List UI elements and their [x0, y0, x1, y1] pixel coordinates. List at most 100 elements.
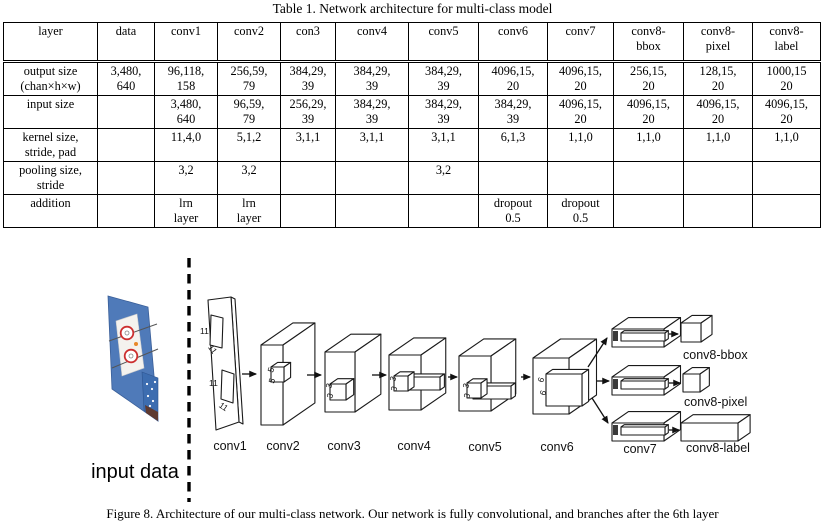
table-cell	[547, 161, 614, 195]
table-cell: 384,29, 39	[335, 61, 409, 96]
table-cell: 96,118, 158	[154, 61, 218, 96]
table-title: Table 1. Network architecture for multi-…	[272, 1, 553, 16]
input-data-image	[107, 295, 159, 422]
table-cell	[97, 194, 155, 228]
table-cell: 11,4,0	[154, 128, 218, 162]
layer-label-conv2: conv2	[266, 439, 299, 453]
row-label: input size	[3, 95, 98, 129]
table-cell: 4096,15, 20	[613, 95, 684, 129]
table-cell: 4096,15, 20	[478, 61, 548, 96]
table-cell: 3,2	[154, 161, 218, 195]
table-cell	[97, 161, 155, 195]
kernel-annotation-conv5-b: 3	[461, 392, 472, 400]
table-cell: 256,15, 20	[613, 61, 684, 96]
table-cell: 384,29, 39	[280, 61, 336, 96]
table-cell: lrn layer	[217, 194, 281, 228]
table-cell: 6,1,3	[478, 128, 548, 162]
table-cell	[613, 194, 684, 228]
table-cell: 96,59, 79	[217, 95, 281, 129]
input-data-label: input data	[91, 461, 180, 483]
table-cell: 3,2	[217, 161, 281, 195]
layer-label-conv8-pixel: conv8-pixel	[684, 395, 747, 409]
table-cell: 1000,15 20	[752, 61, 821, 96]
table-cell	[97, 128, 155, 162]
table-row: pooling size, stride 3,2 3,2 3,2	[3, 161, 821, 195]
kernel-annotation-conv3-b: 3	[324, 392, 335, 400]
kernel-annotation-conv3-a: 3	[323, 382, 334, 390]
table-cell: 3,1,1	[280, 128, 336, 162]
table-cell: 1,1,0	[547, 128, 614, 162]
column-header-conv4: conv4	[335, 22, 409, 63]
table-row: addition lrn layer lrn layer dropout 0.5 dro…	[3, 194, 821, 228]
column-header-conv8-: conv8- pixel	[683, 22, 753, 63]
conv-boxes	[260, 314, 751, 442]
table-cell: 256,59, 79	[217, 61, 281, 96]
kernel-annotation-conv1-a: 11	[200, 326, 209, 336]
table-cell	[335, 161, 409, 195]
figure-caption: Figure 8. Architecture of our multi-clas…	[106, 506, 719, 521]
row-label: kernel size, stride, pad	[3, 128, 98, 162]
layer-label-conv3: conv3	[327, 439, 360, 453]
table-cell	[97, 95, 155, 129]
table-cell	[683, 194, 753, 228]
table-cell	[683, 161, 753, 195]
column-header-conv2: conv2	[217, 22, 281, 63]
table-cell: 384,29, 39	[408, 61, 479, 96]
architecture-figure: input data conv1 conv2 conv3 conv4 conv5…	[91, 258, 751, 502]
layer-label-conv8-bbox: conv8-bbox	[683, 348, 748, 362]
layer-label-conv7: conv7	[623, 442, 656, 456]
table-cell: 3,1,1	[408, 128, 479, 162]
table-cell	[280, 161, 336, 195]
kernel-annotation-conv5-a: 3	[460, 382, 471, 390]
row-label: output size (chan×h×w)	[3, 61, 98, 96]
column-header-conv7: conv7	[547, 22, 614, 63]
table-cell: 3,1,1	[335, 128, 409, 162]
table-row: input size 3,480, 640 96,59, 79 256,29, 39 3…	[3, 95, 821, 129]
kernel-annotation-conv2-b: 5	[266, 377, 277, 385]
table-cell	[335, 194, 409, 228]
table-cell: dropout 0.5	[547, 194, 614, 228]
layer-label-conv8-label: conv8-label	[686, 441, 750, 455]
column-header-conv5: conv5	[408, 22, 479, 63]
table-cell	[478, 161, 548, 195]
table-header-row: layer data conv1 conv2 con3 conv4 conv5 conv6 co…	[3, 22, 821, 63]
table-cell: dropout 0.5	[478, 194, 548, 228]
table-cell: 3,480, 640	[97, 61, 155, 96]
column-header-layer: layer	[3, 22, 98, 63]
table-cell: 4096,15, 20	[683, 95, 753, 129]
column-header-conv8-: conv8- label	[752, 22, 821, 63]
column-header-conv6: conv6	[478, 22, 548, 63]
architecture-table: layer data conv1 conv2 con3 conv4 conv5 conv6 co…	[3, 22, 821, 228]
table-cell: lrn layer	[154, 194, 218, 228]
flow-arrows	[242, 330, 682, 434]
table-cell: 3,2	[408, 161, 479, 195]
table-cell	[613, 161, 684, 195]
layer-label-conv1: conv1	[213, 439, 246, 453]
row-label: pooling size, stride	[3, 161, 98, 195]
kernel-annotation-conv4-b: 3	[388, 385, 399, 393]
table-cell: 128,15, 20	[683, 61, 753, 96]
kernel-annotation-conv2-a: 5	[265, 366, 276, 374]
column-header-con3: con3	[280, 22, 336, 63]
table-cell: 4096,15, 20	[752, 95, 821, 129]
table-cell	[280, 194, 336, 228]
table-cell: 5,1,2	[217, 128, 281, 162]
conv7-slab-ends	[613, 331, 618, 435]
layer-label-conv6: conv6	[540, 440, 573, 454]
column-header-conv1: conv1	[154, 22, 218, 63]
table-cell: 384,29, 39	[335, 95, 409, 129]
table-cell: 4096,15, 20	[547, 61, 614, 96]
table-cell: 1,1,0	[752, 128, 821, 162]
table-cell	[408, 194, 479, 228]
table-cell: 384,29, 39	[408, 95, 479, 129]
column-header-conv8-: conv8- bbox	[613, 22, 684, 63]
table-cell: 1,1,0	[613, 128, 684, 162]
table-row: kernel size, stride, pad 11,4,0 5,1,2 3,1,1…	[3, 128, 821, 162]
table-cell: 256,29, 39	[280, 95, 336, 129]
layer-label-conv5: conv5	[468, 440, 501, 454]
conv1-sheet	[207, 296, 244, 431]
table-row: output size (chan×h×w) 3,480, 640 96,118, …	[3, 61, 821, 96]
table-cell	[752, 161, 821, 195]
table-cell: 1,1,0	[683, 128, 753, 162]
column-header-data: data	[97, 22, 155, 63]
